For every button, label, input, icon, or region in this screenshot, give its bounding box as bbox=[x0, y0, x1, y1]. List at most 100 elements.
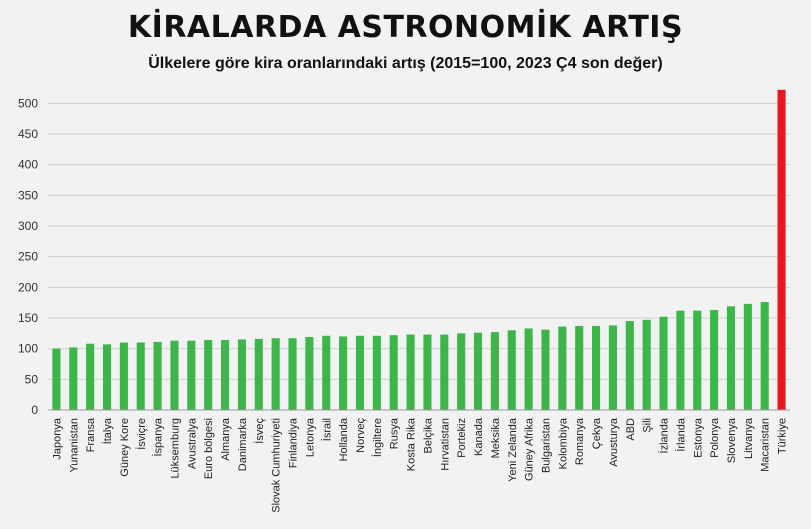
x-tick-label: Kolombiya bbox=[557, 417, 569, 469]
y-tick-label: 250 bbox=[18, 250, 38, 264]
bar bbox=[608, 325, 617, 410]
bar bbox=[440, 334, 449, 410]
bar bbox=[726, 306, 736, 410]
bar bbox=[406, 334, 415, 410]
x-tick-label: İsviçre bbox=[135, 418, 148, 450]
x-tick-label: Slovenya bbox=[726, 417, 738, 463]
bar bbox=[355, 335, 365, 410]
y-tick-label: 100 bbox=[18, 342, 38, 356]
y-tick-label: 150 bbox=[18, 311, 38, 325]
chart-subtitle: Ülkelere göre kira oranlarındaki artış (… bbox=[148, 55, 663, 72]
bar bbox=[136, 342, 145, 410]
bar bbox=[305, 337, 314, 410]
y-tick-label: 500 bbox=[18, 96, 38, 110]
bar bbox=[339, 336, 348, 410]
y-tick-label: 50 bbox=[25, 372, 39, 386]
x-tick-label: Güney Kore bbox=[119, 418, 131, 477]
x-tick-label: Hırvatistan bbox=[439, 418, 451, 471]
bar bbox=[237, 339, 246, 410]
bar bbox=[52, 348, 61, 410]
bar bbox=[254, 338, 263, 410]
x-tick-label: Estonya bbox=[692, 417, 704, 458]
x-tick-label: Güney Afrika bbox=[524, 417, 536, 481]
bar bbox=[777, 89, 786, 410]
bar bbox=[119, 342, 128, 410]
bar bbox=[153, 341, 162, 410]
bar bbox=[659, 316, 668, 410]
bar bbox=[507, 330, 516, 410]
bar bbox=[676, 310, 685, 410]
x-tick-label: Litvanya bbox=[743, 417, 755, 459]
y-tick-label: 450 bbox=[18, 127, 38, 141]
bar bbox=[102, 344, 112, 410]
x-tick-label: Slovak Cumhuriyeti bbox=[271, 418, 283, 513]
bar bbox=[760, 302, 769, 410]
bar bbox=[204, 340, 213, 410]
bar bbox=[372, 335, 381, 410]
bar bbox=[575, 325, 584, 410]
bar bbox=[490, 332, 499, 410]
bar bbox=[558, 326, 567, 410]
x-tick-label: Japonya bbox=[51, 417, 63, 459]
x-tick-label: Hollanda bbox=[338, 417, 350, 461]
bar bbox=[170, 340, 179, 410]
x-tick-label: Danimarka bbox=[237, 417, 249, 471]
chart-title: KİRALARDA ASTRONOMİK ARTIŞ bbox=[127, 10, 684, 45]
x-tick-label: İtalya bbox=[101, 417, 114, 444]
bar bbox=[423, 334, 432, 410]
x-tick-label: Yeni Zelanda bbox=[507, 417, 519, 482]
x-tick-label: Kosta Rika bbox=[406, 417, 418, 471]
x-tick-label: Kanada bbox=[473, 417, 485, 456]
bar bbox=[524, 328, 533, 410]
bar bbox=[592, 325, 601, 410]
x-tick-label: Romanya bbox=[574, 417, 586, 465]
bar bbox=[288, 338, 297, 410]
x-tick-label: İrlanda bbox=[674, 417, 687, 452]
x-tick-label: Belçika bbox=[422, 417, 434, 453]
bar bbox=[625, 321, 634, 410]
bar bbox=[187, 340, 196, 410]
x-tick-label: Almanya bbox=[220, 417, 232, 461]
bar bbox=[271, 338, 280, 410]
x-tick-label: Polonya bbox=[709, 417, 721, 458]
bar bbox=[322, 335, 331, 410]
bar bbox=[221, 340, 230, 410]
x-tick-label: Norveç bbox=[355, 418, 367, 453]
x-tick-label: İsrail bbox=[320, 418, 333, 441]
x-tick-label: İspanya bbox=[152, 417, 165, 456]
x-tick-label: Lüksemburg bbox=[169, 418, 181, 479]
bar bbox=[389, 335, 398, 410]
x-tick-label: Rusya bbox=[389, 417, 401, 449]
x-tick-label: Macaristan bbox=[760, 418, 772, 472]
bar bbox=[642, 319, 651, 410]
y-tick-label: 350 bbox=[18, 188, 38, 202]
x-tick-label: Türkiye bbox=[777, 418, 789, 454]
bar bbox=[457, 333, 466, 410]
x-tick-label: Şili bbox=[642, 418, 654, 433]
x-tick-label: Meksika bbox=[490, 417, 502, 458]
y-tick-label: 400 bbox=[18, 158, 38, 172]
y-tick-label: 0 bbox=[31, 403, 38, 417]
x-tick-label: Avustralya bbox=[186, 417, 198, 469]
x-tick-label: İngiltere bbox=[371, 418, 384, 457]
x-tick-label: ABD bbox=[625, 418, 637, 441]
x-tick-label: İzlanda bbox=[658, 417, 671, 453]
y-tick-label: 300 bbox=[18, 219, 38, 233]
x-tick-label: Çekya bbox=[591, 417, 603, 449]
bar bbox=[86, 343, 95, 410]
x-tick-label: Letonya bbox=[304, 417, 316, 457]
x-tick-label: Fransa bbox=[85, 417, 97, 452]
y-tick-label: 200 bbox=[18, 280, 38, 294]
bar bbox=[69, 347, 78, 410]
x-tick-label: Euro bölgesi bbox=[203, 418, 215, 479]
x-tick-label: Avusturya bbox=[608, 417, 620, 467]
bar bbox=[541, 329, 550, 410]
x-tick-label: Yunanistan bbox=[68, 418, 80, 472]
bar bbox=[710, 310, 719, 410]
bar bbox=[693, 310, 702, 410]
bar bbox=[743, 303, 752, 410]
x-tick-label: Finlandiya bbox=[288, 417, 300, 468]
bar bbox=[473, 332, 483, 410]
